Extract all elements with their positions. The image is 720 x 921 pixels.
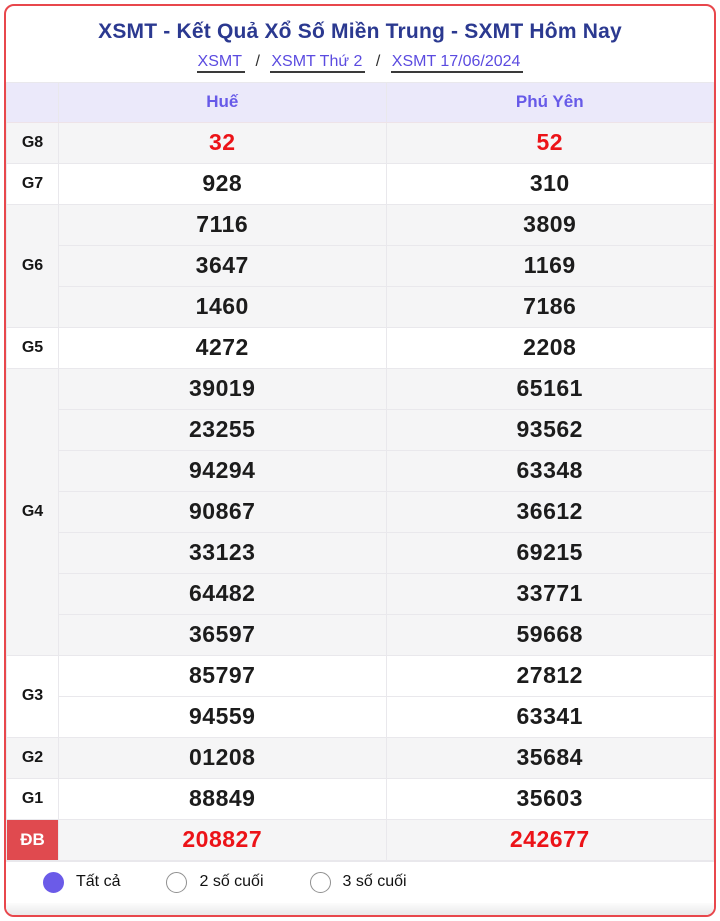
result-cell-g4-col0: 23255 [58,408,387,451]
column-header-phu-yen[interactable]: Phú Yên [385,81,714,123]
result-cell-g4-col1: 63348 [385,449,714,492]
result-cell-g5-col0: 4272 [58,326,387,369]
result-row: G6 7116 3809 [6,203,714,328]
result-cell-g4-col0: 94294 [58,449,387,492]
corner-cell [6,81,59,123]
result-cell-g4-col0: 64482 [58,572,387,615]
result-row: G1 88849 35603 [6,777,714,820]
breadcrumb: XSMT / XSMT Thứ 2 / XSMT 17/06/2024 [6,53,714,75]
result-cell-g3-col1: 27812 [385,654,714,697]
result-cell-g8-col1: 52 [385,121,714,164]
result-cell-g6-col1: 7186 [385,285,714,328]
result-cell-g4-col1: 36612 [385,490,714,533]
results-table: Huế Phú Yên G8 32 52 G7 928 310 G6 7116 3809 3647… [6,81,714,861]
column-header-hue[interactable]: Huế [58,81,387,123]
result-row: G3 85797 27812 [6,654,714,738]
result-cell-g6-col0: 1460 [58,285,387,328]
result-row: ĐB 208827 242677 [6,818,714,861]
result-cell-g1-col1: 35603 [385,777,714,820]
radio-icon[interactable] [166,871,188,893]
prize-label-g2: G2 [6,736,59,779]
result-cell-g4-col1: 33771 [385,572,714,615]
display-filter-options: Tất cả 2 số cuối 3 số cuối [6,860,714,903]
result-cell-g5-col1: 2208 [385,326,714,369]
result-row: 94294 63348 [7,449,714,492]
result-row: 1460 7186 [7,285,714,328]
result-cell-g4-col1: 59668 [385,613,714,656]
prize-label-g8: G8 [6,121,59,164]
result-cell-g2-col0: 01208 [58,736,387,779]
result-cell-g2-col1: 35684 [385,736,714,779]
result-cell-g1-col0: 88849 [58,777,387,820]
result-cell-g3-col0: 85797 [58,654,387,697]
prize-label-g1: G1 [6,777,59,820]
result-cell-g6-col1: 3809 [385,203,714,246]
prize-label-g3: G3 [6,654,59,738]
result-cell-g4-col0: 36597 [58,613,387,656]
result-cell-g4-col1: 93562 [385,408,714,451]
footer-gradient-strip [6,903,714,915]
breadcrumb-link-xsmt[interactable]: XSMT [196,53,245,73]
result-row: G5 4272 2208 [6,326,714,369]
result-row: 33123 69215 [7,531,714,574]
breadcrumb-link-xsmt-date[interactable]: XSMT 17/06/2024 [390,53,524,73]
page-title: XSMT - Kết Quả Xổ Số Miền Trung - SXMT H… [98,20,622,43]
result-row: G2 01208 35684 [6,736,714,779]
result-row: 64482 33771 [7,572,714,615]
result-cell-g4-col1: 65161 [385,367,714,410]
result-cell-g3-col1: 63341 [385,695,714,738]
result-row: 3647 1169 [7,244,714,287]
breadcrumb-separator: / [375,53,381,70]
result-cell-g7-col1: 310 [385,162,714,205]
lottery-results-card: XSMT - Kết Quả Xổ Số Miền Trung - SXMT H… [4,4,716,917]
result-row: G4 39019 65161 [6,367,714,656]
filter-option-last-2-digits[interactable]: 2 số cuối [166,871,264,893]
result-row: 94559 63341 [7,695,714,738]
result-row: G8 32 52 [6,121,714,164]
column-header-row: Huế Phú Yên [6,81,714,123]
prize-label-g4: G4 [6,367,59,656]
radio-icon[interactable] [309,871,331,893]
result-cell-g3-col0: 94559 [58,695,387,738]
filter-option-all[interactable]: Tất cả [43,871,120,893]
result-cell-g4-col0: 90867 [58,490,387,533]
result-cell-db-col1: 242677 [385,818,714,861]
result-cell-g6-col0: 7116 [58,203,387,246]
result-row: 90867 36612 [7,490,714,533]
result-row: 36597 59668 [7,613,714,656]
result-cell-g7-col0: 928 [58,162,387,205]
breadcrumb-separator: / [255,53,260,70]
result-cell-db-col0: 208827 [58,818,387,861]
result-row: G7 928 310 [6,162,714,205]
result-cell-g6-col1: 1169 [385,244,714,287]
result-cell-g4-col1: 69215 [385,531,714,574]
result-row: 23255 93562 [7,408,714,451]
breadcrumb-link-xsmt-thu-2[interactable]: XSMT Thứ 2 [270,53,366,73]
prize-label-g5: G5 [6,326,59,369]
result-cell-g6-col0: 3647 [58,244,387,287]
radio-icon[interactable] [43,871,64,893]
prize-label-db: ĐB [6,818,59,861]
result-cell-g4-col0: 39019 [58,367,387,410]
prize-label-g6: G6 [6,203,59,328]
filter-option-last-3-digits[interactable]: 3 số cuối [309,871,407,893]
prize-label-g7: G7 [6,162,59,205]
result-cell-g8-col0: 32 [58,121,387,164]
result-cell-g4-col0: 33123 [58,531,387,574]
